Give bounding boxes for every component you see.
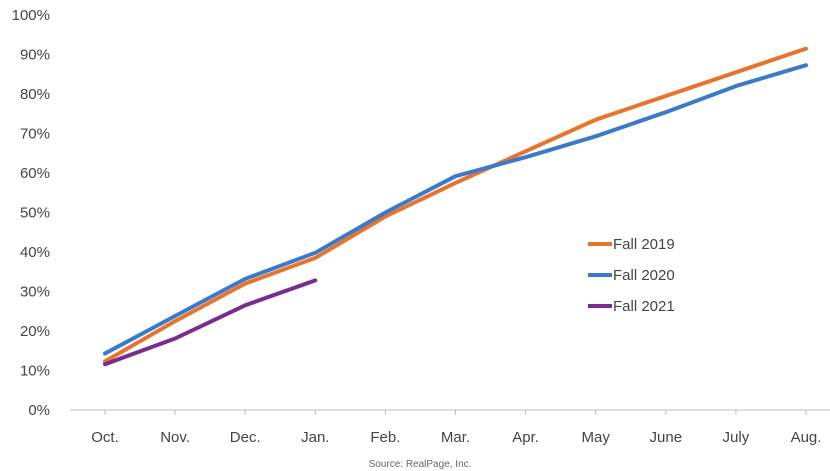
y-tick-label: 30% (20, 284, 50, 301)
x-tick-label: Nov. (160, 429, 190, 446)
x-tick-label: May (582, 429, 611, 446)
x-tick-label: Aug. (791, 429, 822, 446)
source-note: Source: RealPage, Inc. (369, 459, 472, 470)
x-tick-label: July (723, 429, 750, 446)
x-tick-label: Mar. (441, 429, 470, 446)
x-tick-label: Jan. (301, 429, 329, 446)
legend: Fall 2019 Fall 2020 Fall 2021 (588, 236, 675, 315)
x-tick-label: Feb. (370, 429, 400, 446)
y-axis: 0% 10% 20% 30% 40% 50% 60% 70% 80% 90% 100% (12, 7, 50, 419)
y-tick-label: 70% (20, 126, 50, 143)
legend-label: Fall 2020 (613, 267, 675, 284)
y-tick-label: 80% (20, 86, 50, 103)
series-line (103, 63, 808, 356)
x-tick-label: Apr. (512, 429, 539, 446)
series-lines (103, 46, 808, 367)
y-tick-label: 40% (20, 244, 50, 261)
x-tick-label: Oct. (91, 429, 119, 446)
x-tick-label: Dec. (230, 429, 261, 446)
y-tick-label: 20% (20, 323, 50, 340)
y-tick-label: 10% (20, 363, 50, 380)
x-axis: Oct. Nov. Dec. Jan. Feb. Mar. Apr. May June July A… (70, 409, 830, 446)
y-tick-label: 50% (20, 205, 50, 222)
series-line (103, 278, 318, 367)
legend-label: Fall 2021 (613, 298, 675, 315)
series-line (103, 46, 808, 364)
y-tick-label: 0% (28, 402, 50, 419)
y-tick-label: 90% (20, 47, 50, 64)
legend-label: Fall 2019 (613, 236, 675, 253)
y-tick-label: 60% (20, 165, 50, 182)
x-tick-label: June (650, 429, 683, 446)
y-tick-label: 100% (12, 7, 50, 24)
